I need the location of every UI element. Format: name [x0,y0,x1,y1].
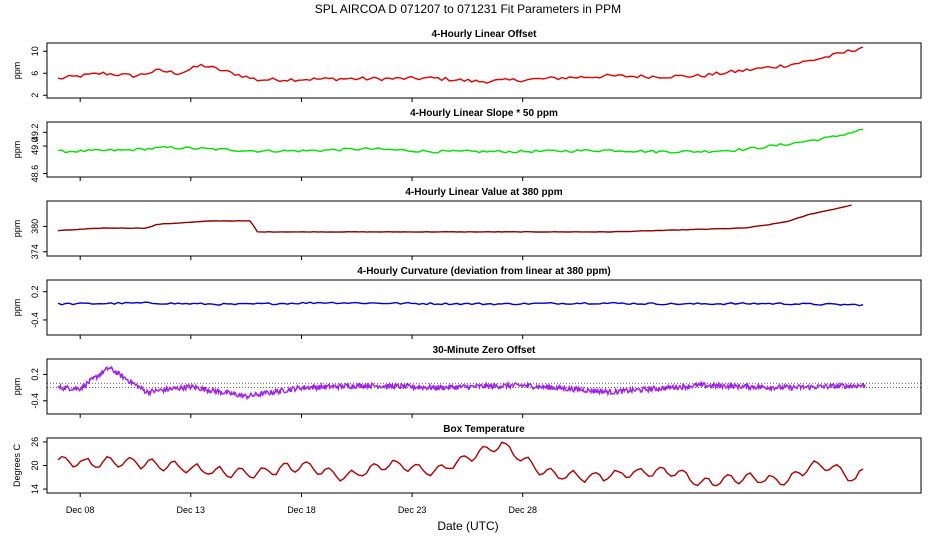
y-axis-label: ppm [12,378,22,396]
series-line [57,441,864,487]
series-line [57,301,864,307]
y-axis-label: ppm [12,62,22,80]
panel-1: 4-Hourly Linear Offset ppm 2 6 10 [12,29,922,102]
x-tick-label: Dec 23 [398,505,427,515]
panel-title: 4-Hourly Linear Slope * 50 ppm [410,108,558,119]
y-tick-label: 26 [30,437,40,447]
panel-4: 4-Hourly Curvature (deviation from linea… [12,266,922,339]
panel-title: 30-Minute Zero Offset [433,345,536,356]
panel-frame [46,42,922,99]
series-line [58,204,852,233]
y-tick-label: 49.0 [30,137,40,155]
series-line [58,128,863,154]
x-axis-label: Date (UTC) [437,519,498,533]
series-line [57,46,864,84]
y-axis-label: ppm [12,141,22,159]
panel-frame [46,358,922,415]
y-tick-label: 20 [30,460,40,470]
panel-title: 4-Hourly Curvature (deviation from linea… [357,266,610,277]
y-tick-label: 14 [30,484,40,494]
y-tick-label: 0.2 [30,285,40,298]
panel-title: 4-Hourly Linear Offset [431,29,537,40]
x-tick-label: Dec 18 [287,505,316,515]
y-tick-label: 380 [30,219,40,234]
panel-6: Box Temperature Degrees C 14 20 26 Dec 08 Dec … [12,424,922,515]
y-tick-label: 48.6 [30,165,40,183]
series-line [57,365,866,401]
y-tick-label: 49.2 [30,124,40,142]
panel-title: Box Temperature [443,424,525,435]
y-tick-label: 374 [30,244,40,259]
y-axis-label: ppm [12,299,22,317]
panel-5: 30-Minute Zero Offset ppm -0.4 0.2 [12,345,922,418]
x-tick-label: Dec 28 [508,505,537,515]
panel-2: 4-Hourly Linear Slope * 50 ppm ppm 48.6 49.… [12,108,922,183]
y-tick-label: 0.2 [30,368,40,381]
x-tick-label: Dec 08 [66,505,95,515]
y-axis-label: Degrees C [12,443,22,487]
y-tick-label: 2 [30,93,40,98]
x-tick-label: Dec 13 [177,505,206,515]
panel-frame [46,121,922,178]
panel-frame [46,279,922,336]
y-tick-label: -0.4 [30,312,40,328]
y-tick-label: 10 [30,46,40,56]
y-tick-label: -0.4 [30,393,40,409]
y-tick-label: 6 [30,71,40,76]
panel-title: 4-Hourly Linear Value at 380 ppm [405,187,562,198]
panel-3: 4-Hourly Linear Value at 380 ppm ppm 374 38… [12,187,922,260]
y-axis-label: ppm [12,220,22,238]
figure-title: SPL AIRCOA D 071207 to 071231 Fit Parame… [315,2,621,16]
panel-frame [46,200,922,257]
